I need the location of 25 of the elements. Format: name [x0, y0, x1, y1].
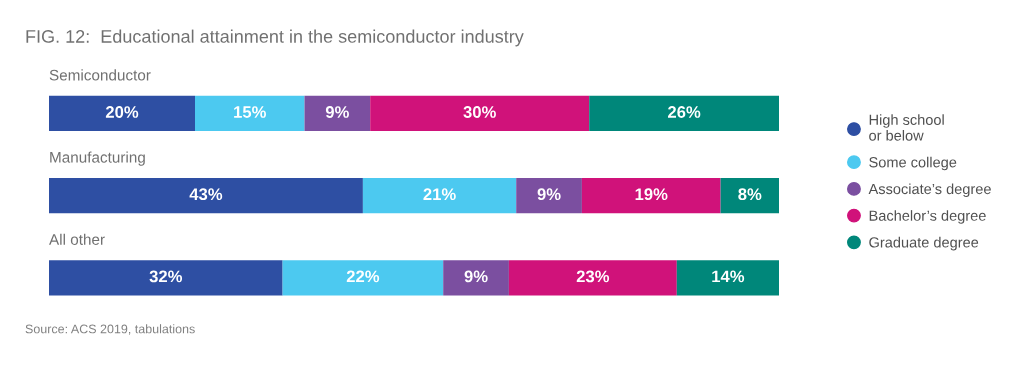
- data-label: 30%: [463, 106, 496, 118]
- data-label: 32%: [149, 270, 183, 283]
- data-label: 19%: [635, 188, 668, 201]
- y-tick-label: Semiconductor: [49, 69, 151, 81]
- y-tick-label: Manufacturing: [50, 151, 145, 166]
- data-label: 9%: [537, 188, 561, 201]
- data-label: 8%: [738, 188, 762, 201]
- data-label: 15%: [234, 106, 266, 118]
- legend-label: Associate’s degree: [868, 183, 991, 198]
- data-label: 9%: [325, 106, 349, 118]
- data-label: 23%: [576, 270, 610, 283]
- data-label: 22%: [346, 270, 380, 283]
- data-label: 26%: [668, 106, 701, 118]
- data-label: 20%: [105, 106, 139, 118]
- data-label: 21%: [423, 188, 456, 201]
- data-label: 9%: [464, 270, 488, 283]
- source-note: Source: ACS 2019, tabulations: [25, 324, 195, 335]
- data-label: 43%: [189, 188, 223, 201]
- legend-label: High school or below: [869, 114, 944, 141]
- legend-label: Bachelor’s degree: [869, 210, 986, 224]
- legend-label: Graduate degree: [869, 236, 979, 251]
- y-tick-label: All other: [49, 233, 105, 245]
- chart-title: FIG. 12: Educational attainment in the semiconductor industry: [26, 29, 524, 47]
- legend-label: Some college: [869, 156, 957, 171]
- data-label: 14%: [712, 270, 745, 283]
